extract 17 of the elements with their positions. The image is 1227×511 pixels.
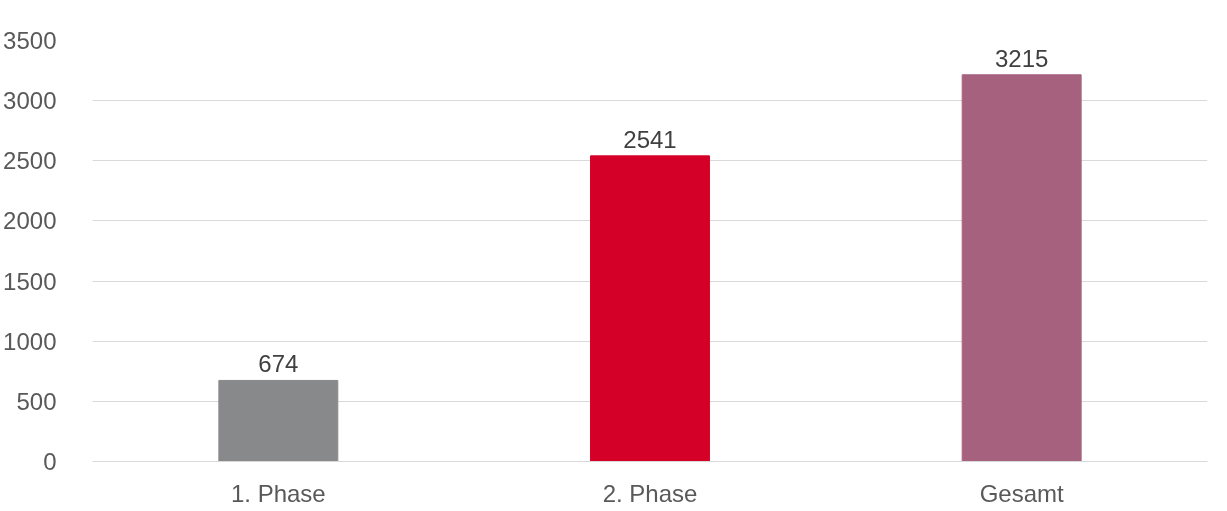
y-tick-label: 0 [43, 448, 57, 475]
y-tick-label: 3500 [3, 27, 57, 54]
x-tick-label: 2. Phase [602, 479, 698, 507]
bar [961, 74, 1082, 462]
x-tick-label: 1. Phase [230, 479, 326, 507]
y-tick-label: 500 [16, 387, 57, 415]
bar [218, 379, 339, 462]
y-tick-label: 1000 [3, 327, 57, 355]
y-tick-label: 2500 [3, 147, 57, 175]
y-tick-label: 2000 [3, 207, 57, 235]
x-tick-label: Gesamt [979, 479, 1065, 507]
y-tick-label: 1500 [3, 267, 57, 295]
y-tick-label: 3000 [3, 87, 57, 115]
data-label: 2541 [623, 125, 677, 153]
data-label: 674 [258, 350, 299, 378]
data-label: 3215 [994, 44, 1049, 72]
bar [590, 155, 710, 462]
